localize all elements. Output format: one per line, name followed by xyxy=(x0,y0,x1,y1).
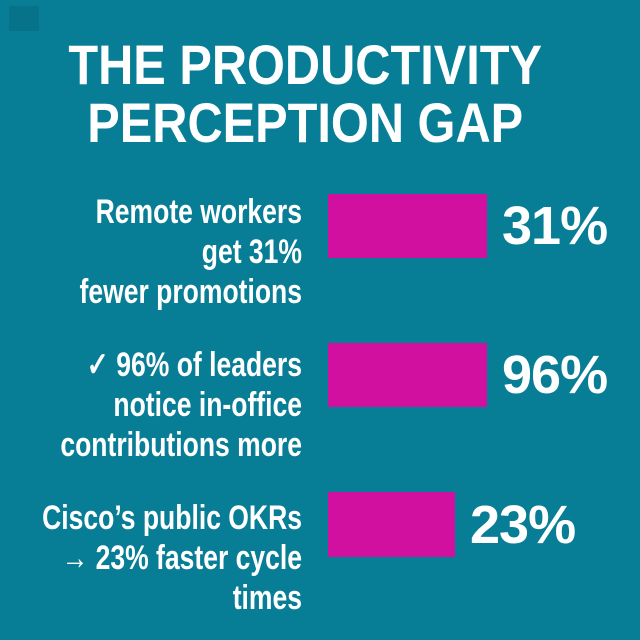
value-label: 31% xyxy=(502,196,608,256)
value-label: 23% xyxy=(470,494,576,555)
row-label: Remote workers get 31% fewer promotions xyxy=(0,192,302,312)
row-label: ✓ 96% of leaders notice in-office contri… xyxy=(0,345,302,465)
label-line: ✓ 96% of leaders xyxy=(86,346,303,384)
value-label: 96% xyxy=(502,345,608,405)
bar xyxy=(328,194,487,258)
bar-group: 96% xyxy=(328,343,608,407)
label-line: Cisco’s public OKRs xyxy=(42,499,302,537)
label-line: notice in-office xyxy=(113,386,302,424)
label-line: get 31% xyxy=(201,233,302,271)
label-line: → 23% faster cycle xyxy=(61,539,302,577)
bar-group: 31% xyxy=(328,194,608,258)
chart-title: THE PRODUCTIVITY PERCEPTION GAP xyxy=(42,36,599,152)
corner-smudge xyxy=(9,6,39,31)
title-line-1: THE PRODUCTIVITY xyxy=(68,33,543,96)
title-line-2: PERCEPTION GAP xyxy=(87,91,524,154)
bar-group: 23% xyxy=(328,492,576,557)
row-label: Cisco’s public OKRs → 23% faster cycle t… xyxy=(0,498,302,618)
bar xyxy=(328,492,455,557)
label-line: Remote workers xyxy=(95,193,302,231)
label-line: times xyxy=(232,579,302,617)
label-line: contributions more xyxy=(60,426,302,464)
bar xyxy=(328,343,487,407)
label-line: fewer promotions xyxy=(79,273,302,311)
